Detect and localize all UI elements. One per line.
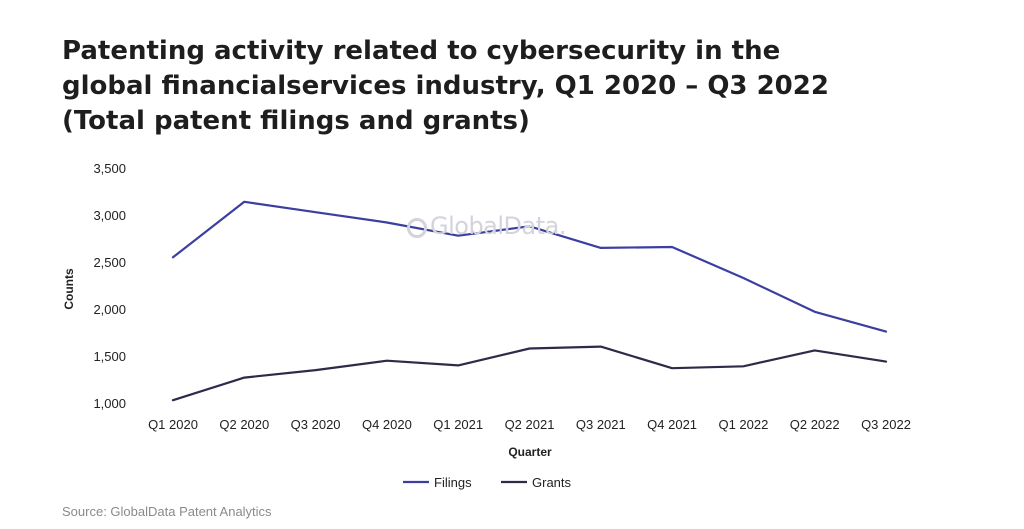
legend-label-filings: Filings	[434, 475, 472, 490]
y-tick-label: 3,000	[93, 208, 126, 223]
y-axis-ticks: 3,500 3,000 2,500 2,000 1,500 1,000	[93, 161, 126, 411]
x-tick-label: Q3 2021	[576, 417, 626, 432]
x-tick-label: Q4 2020	[362, 417, 412, 432]
y-tick-label: 2,500	[93, 255, 126, 270]
legend-label-grants: Grants	[532, 475, 572, 490]
x-tick-label: Q1 2020	[148, 417, 198, 432]
source-note: Source: GlobalData Patent Analytics	[62, 504, 272, 519]
x-tick-label: Q2 2020	[219, 417, 269, 432]
x-tick-label: Q1 2022	[718, 417, 768, 432]
legend: Filings Grants	[403, 475, 572, 490]
series-lines	[171, 200, 888, 402]
x-tick-label: Q4 2021	[647, 417, 697, 432]
x-tick-label: Q2 2022	[790, 417, 840, 432]
watermark-text: GlobalData.	[430, 212, 567, 240]
y-axis-title: Counts	[62, 268, 76, 310]
series-line-grants	[171, 345, 888, 402]
y-tick-label: 3,500	[93, 161, 126, 176]
x-tick-label: Q3 2020	[291, 417, 341, 432]
series-line-filings	[171, 200, 888, 333]
x-tick-label: Q1 2021	[433, 417, 483, 432]
x-axis-ticks: Q1 2020 Q2 2020 Q3 2020 Q4 2020 Q1 2021 Q2 20…	[148, 417, 911, 432]
watermark: GlobalData.	[407, 212, 567, 240]
x-tick-label: Q2 2021	[505, 417, 555, 432]
chart-title: Patenting activity related to cybersecur…	[62, 36, 829, 136]
x-tick-label: Q3 2022	[861, 417, 911, 432]
y-tick-label: 1,500	[93, 349, 126, 364]
x-axis-title: Quarter	[508, 445, 552, 459]
globaldata-logo-icon	[407, 218, 427, 238]
y-tick-label: 1,000	[93, 396, 126, 411]
y-tick-label: 2,000	[93, 302, 126, 317]
